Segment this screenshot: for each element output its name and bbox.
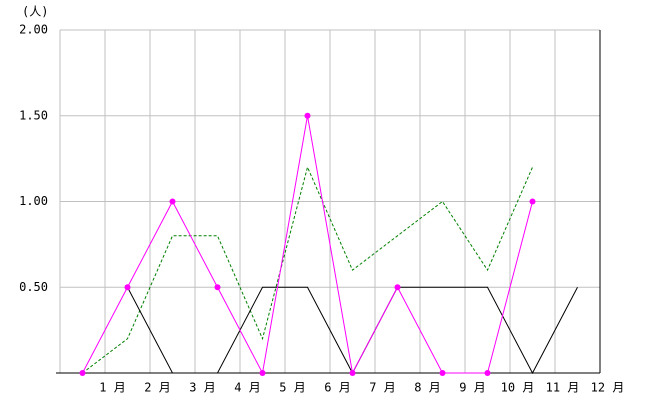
x-tick-label: 2 月 <box>144 381 170 395</box>
series-marker <box>124 284 131 291</box>
x-tick-label: 8 月 <box>414 381 440 395</box>
series-marker <box>349 370 356 376</box>
series-marker <box>304 112 311 119</box>
series-marker <box>394 284 401 291</box>
y-axis-label: (人) <box>22 5 48 19</box>
x-tick-label: 11 月 <box>546 381 580 395</box>
series-marker <box>259 370 266 376</box>
series-marker <box>214 284 221 291</box>
series-marker <box>484 370 491 376</box>
y-tick-label: 0.50 <box>19 280 48 294</box>
x-tick-label: 4 月 <box>234 381 260 395</box>
y-tick-label: 2.00 <box>19 23 48 37</box>
x-tick-label: 9 月 <box>459 381 485 395</box>
x-tick-label: 10 月 <box>501 381 535 395</box>
y-tick-label: 1.50 <box>19 108 48 122</box>
y-tick-label: 1.00 <box>19 194 48 208</box>
x-tick-label: 12 月 <box>591 381 625 395</box>
series-marker <box>439 370 446 376</box>
x-tick-label: 5 月 <box>279 381 305 395</box>
x-tick-label: 6 月 <box>324 381 350 395</box>
x-tick-label: 3 月 <box>189 381 215 395</box>
x-tick-label: 7 月 <box>369 381 395 395</box>
series-marker <box>529 198 536 205</box>
series-marker <box>169 198 176 205</box>
series-marker <box>79 370 86 376</box>
x-tick-label: 1 月 <box>99 381 125 395</box>
series-line <box>82 165 533 374</box>
